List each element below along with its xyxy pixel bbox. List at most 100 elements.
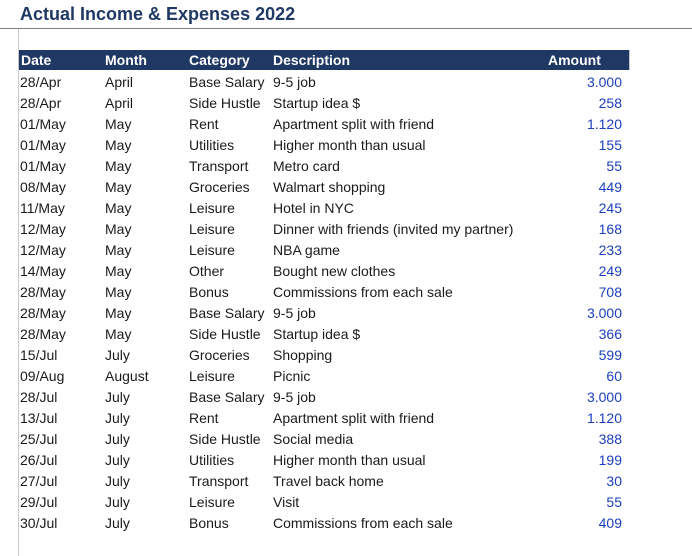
month-cell[interactable]: August — [105, 368, 149, 384]
description-cell[interactable]: Apartment split with friend — [273, 116, 435, 132]
description-cell[interactable]: NBA game — [273, 242, 340, 258]
category-cell[interactable]: Utilities — [189, 452, 235, 468]
date-cell[interactable]: 25/Jul — [20, 431, 58, 447]
date-cell[interactable]: 30/Jul — [20, 515, 58, 531]
description-cell[interactable]: Shopping — [273, 347, 333, 363]
description-cell[interactable]: Higher month than usual — [273, 452, 426, 468]
amount-cell[interactable]: 233 — [598, 242, 622, 258]
category-cell[interactable]: Groceries — [189, 347, 250, 363]
date-cell[interactable]: 01/May — [20, 137, 66, 153]
month-cell[interactable]: April — [105, 74, 134, 90]
date-cell[interactable]: 11/May — [20, 200, 65, 216]
header-date[interactable]: Date — [21, 52, 52, 68]
amount-cell[interactable]: 388 — [598, 431, 622, 447]
month-cell[interactable]: July — [105, 473, 130, 489]
amount-cell[interactable]: 199 — [598, 452, 622, 468]
amount-cell[interactable]: 3.000 — [586, 389, 622, 405]
date-cell[interactable]: 13/Jul — [20, 410, 58, 426]
date-cell[interactable]: 28/May — [20, 284, 66, 300]
category-cell[interactable]: Rent — [189, 410, 219, 426]
description-cell[interactable]: Metro card — [273, 158, 340, 174]
month-cell[interactable]: July — [105, 389, 130, 405]
amount-cell[interactable]: 3.000 — [586, 74, 622, 90]
month-cell[interactable]: May — [105, 137, 132, 153]
date-cell[interactable]: 08/May — [20, 179, 66, 195]
date-cell[interactable]: 29/Jul — [20, 494, 58, 510]
category-cell[interactable]: Rent — [189, 116, 219, 132]
month-cell[interactable]: July — [105, 494, 130, 510]
category-cell[interactable]: Side Hustle — [189, 95, 261, 111]
date-cell[interactable]: 01/May — [20, 116, 66, 132]
month-cell[interactable]: May — [105, 263, 132, 279]
description-cell[interactable]: Startup idea $ — [273, 95, 361, 111]
amount-cell[interactable]: 3.000 — [586, 305, 622, 321]
category-cell[interactable]: Side Hustle — [189, 326, 261, 342]
month-cell[interactable]: May — [105, 221, 132, 237]
category-cell[interactable]: Base Salary — [189, 305, 265, 321]
description-cell[interactable]: 9-5 job — [273, 305, 316, 321]
date-cell[interactable]: 28/May — [20, 326, 66, 342]
amount-cell[interactable]: 449 — [598, 179, 622, 195]
description-cell[interactable]: Bought new clothes — [273, 263, 396, 279]
date-cell[interactable]: 28/May — [20, 305, 66, 321]
amount-cell[interactable]: 245 — [598, 200, 622, 216]
category-cell[interactable]: Base Salary — [189, 74, 265, 90]
date-cell[interactable]: 15/Jul — [20, 347, 58, 363]
category-cell[interactable]: Leisure — [189, 494, 235, 510]
category-cell[interactable]: Groceries — [189, 179, 250, 195]
date-cell[interactable]: 28/Apr — [20, 74, 62, 90]
amount-cell[interactable]: 1.120 — [586, 410, 622, 426]
month-cell[interactable]: May — [105, 305, 132, 321]
month-cell[interactable]: May — [105, 284, 132, 300]
category-cell[interactable]: Other — [189, 263, 225, 279]
month-cell[interactable]: May — [105, 179, 132, 195]
amount-cell[interactable]: 30 — [606, 473, 622, 489]
month-cell[interactable]: May — [105, 200, 132, 216]
description-cell[interactable]: 9-5 job — [273, 74, 316, 90]
month-cell[interactable]: May — [105, 116, 132, 132]
description-cell[interactable]: Travel back home — [273, 473, 384, 489]
amount-cell[interactable]: 409 — [598, 515, 622, 531]
amount-cell[interactable]: 155 — [598, 137, 622, 153]
month-cell[interactable]: July — [105, 347, 130, 363]
description-cell[interactable]: Commissions from each sale — [273, 284, 453, 300]
date-cell[interactable]: 26/Jul — [20, 452, 58, 468]
amount-cell[interactable]: 366 — [598, 326, 622, 342]
category-cell[interactable]: Side Hustle — [189, 431, 261, 447]
description-cell[interactable]: Visit — [273, 494, 300, 510]
date-cell[interactable]: 28/Jul — [20, 389, 58, 405]
description-cell[interactable]: Social media — [273, 431, 354, 447]
header-amount[interactable]: Amount — [548, 52, 601, 68]
amount-cell[interactable]: 249 — [598, 263, 622, 279]
description-cell[interactable]: Picnic — [273, 368, 311, 384]
amount-cell[interactable]: 168 — [598, 221, 622, 237]
month-cell[interactable]: May — [105, 158, 132, 174]
category-cell[interactable]: Base Salary — [189, 389, 265, 405]
month-cell[interactable]: July — [105, 452, 130, 468]
category-cell[interactable]: Leisure — [189, 221, 235, 237]
month-cell[interactable]: July — [105, 431, 130, 447]
date-cell[interactable]: 28/Apr — [20, 95, 62, 111]
category-cell[interactable]: Leisure — [189, 368, 235, 384]
month-cell[interactable]: May — [105, 242, 132, 258]
header-category[interactable]: Category — [189, 52, 250, 68]
category-cell[interactable]: Leisure — [189, 242, 235, 258]
date-cell[interactable]: 27/Jul — [20, 473, 58, 489]
category-cell[interactable]: Transport — [189, 473, 249, 489]
description-cell[interactable]: Apartment split with friend — [273, 410, 435, 426]
category-cell[interactable]: Transport — [189, 158, 249, 174]
date-cell[interactable]: 09/Aug — [20, 368, 65, 384]
description-cell[interactable]: Startup idea $ — [273, 326, 361, 342]
category-cell[interactable]: Bonus — [189, 284, 229, 300]
month-cell[interactable]: April — [105, 95, 134, 111]
month-cell[interactable]: July — [105, 515, 130, 531]
amount-cell[interactable]: 1.120 — [586, 116, 622, 132]
amount-cell[interactable]: 599 — [598, 347, 622, 363]
date-cell[interactable]: 01/May — [20, 158, 66, 174]
amount-cell[interactable]: 55 — [606, 494, 622, 510]
description-cell[interactable]: Walmart shopping — [273, 179, 386, 195]
date-cell[interactable]: 14/May — [20, 263, 66, 279]
amount-cell[interactable]: 55 — [606, 158, 622, 174]
category-cell[interactable]: Leisure — [189, 200, 235, 216]
description-cell[interactable]: 9-5 job — [273, 389, 316, 405]
